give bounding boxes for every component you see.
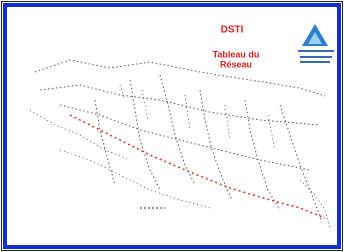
map-subtitle-line: Tableau du [213,49,260,59]
logo-caption [298,50,334,52]
logo-caption [300,56,332,58]
map-subtitle-line: Réseau [220,59,252,69]
map-title: DSTI [221,25,244,36]
background [0,0,344,252]
map-sheet: DSTI Tableau du Réseau [0,0,344,252]
page: DSTI Tableau du Réseau (() => { const da… [0,0,344,252]
logo-caption [300,61,330,63]
